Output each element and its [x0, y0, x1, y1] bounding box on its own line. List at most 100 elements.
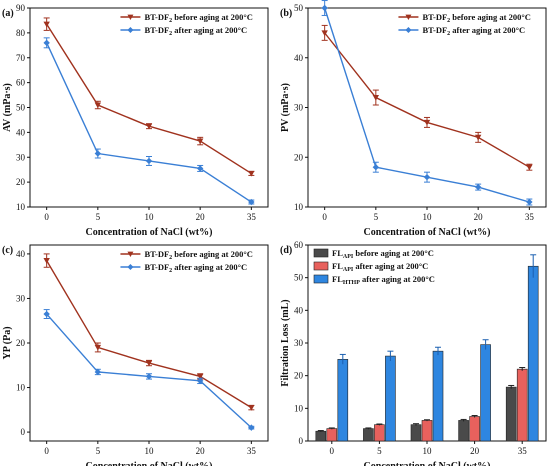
- bar: [432, 350, 444, 442]
- x-tick-label: 10: [145, 212, 155, 222]
- x-axis-label: Concentration of NaCl (wt%): [86, 461, 213, 466]
- x-tick-label: 20: [474, 212, 484, 222]
- y-tick-label: 80: [16, 28, 26, 38]
- data-point: [43, 310, 50, 318]
- x-tick-label: 0: [44, 446, 49, 456]
- x-tick-label: 20: [196, 446, 206, 456]
- bar: [469, 416, 480, 442]
- y-tick-label: 50: [16, 103, 26, 113]
- y-tick-label: 20: [16, 177, 26, 187]
- x-tick-label: 5: [377, 446, 382, 456]
- bar: [326, 428, 338, 442]
- data-series: [321, 24, 533, 171]
- bar: [363, 428, 374, 442]
- data-point: [248, 170, 255, 177]
- data-series: [43, 309, 255, 431]
- x-tick-label: 20: [470, 446, 480, 456]
- y-tick-label: 10: [294, 202, 304, 212]
- legend-label: BT-DF2 after aging at 200°C: [144, 25, 247, 37]
- series-line: [46, 23, 252, 175]
- y-tick-label: 40: [294, 305, 304, 315]
- y-tick-label: 20: [294, 371, 304, 381]
- data-point: [423, 173, 431, 181]
- data-point: [248, 424, 255, 431]
- data-series: [321, 0, 533, 206]
- data-point: [423, 119, 431, 126]
- data-series: [43, 37, 255, 206]
- series-line: [46, 260, 252, 409]
- legend-label: BT-DF2 before aging at 200°C: [422, 12, 530, 24]
- x-tick-label: 10: [145, 446, 155, 456]
- y-tick-label: 10: [16, 383, 26, 393]
- legend: BT-DF2 before aging at 200°CBT-DF2 after…: [120, 249, 253, 274]
- data-point: [196, 138, 204, 145]
- data-point: [94, 102, 102, 109]
- data-series: [326, 367, 528, 442]
- data-point: [526, 198, 533, 206]
- legend-swatch: [313, 261, 329, 271]
- y-tick-label: 60: [16, 78, 26, 88]
- y-tick-label: 0: [21, 427, 26, 437]
- y-axis-label: PV (mPa·s): [280, 83, 291, 132]
- y-tick-label: 10: [16, 202, 26, 212]
- y-tick-label: 40: [294, 53, 304, 63]
- y-axis-label: YP (Pa): [2, 326, 13, 359]
- legend-label: BT-DF2 before aging at 200°C: [144, 249, 252, 261]
- y-tick-label: 40: [16, 127, 26, 137]
- x-tick-label: 35: [525, 212, 535, 222]
- chart-panel: 10 20 30 40 50 0 5 10 20 35 Concentration of NaCl …: [280, 0, 547, 238]
- legend-swatch: [313, 248, 329, 258]
- x-tick-label: 0: [322, 212, 327, 222]
- bar: [516, 368, 528, 442]
- panel-label: (a): [2, 8, 14, 19]
- data-point: [127, 251, 134, 257]
- data-point: [321, 30, 328, 37]
- data-point: [196, 165, 204, 172]
- series-line: [324, 32, 530, 168]
- x-axis-label: Concentration of NaCl (wt%): [86, 227, 213, 238]
- y-tick-label: 50: [294, 273, 304, 283]
- data-series: [43, 253, 255, 411]
- bar: [315, 430, 327, 442]
- y-tick-label: 50: [294, 3, 304, 13]
- y-tick-label: 30: [16, 293, 26, 303]
- y-tick-label: 30: [294, 103, 304, 113]
- data-point: [94, 344, 102, 351]
- bar: [421, 420, 433, 442]
- x-tick-label: 35: [247, 212, 257, 222]
- data-point: [248, 405, 255, 411]
- data-point: [474, 183, 482, 191]
- panel-label: (b): [280, 8, 292, 19]
- legend-label: FLAPI before aging at 200°C: [332, 248, 434, 260]
- legend-label: BT-DF2 after aging at 200°C: [422, 25, 525, 37]
- data-point: [94, 150, 102, 157]
- y-tick-label: 20: [294, 152, 304, 162]
- bar: [410, 424, 422, 442]
- data-point: [196, 377, 204, 385]
- data-point: [94, 368, 102, 376]
- legend: BT-DF2 before aging at 200°CBT-DF2 after…: [398, 12, 531, 37]
- chart-panel: 0 10 20 30 40 50 60 0 5 10 20 35 Concentration of Na…: [280, 240, 547, 466]
- chart-panel: 0 10 20 30 40 0 5 10 20 35 Concentration of NaCl (…: [2, 244, 269, 466]
- legend-label: BT-DF2 after aging at 200°C: [144, 262, 247, 274]
- data-point: [43, 21, 50, 28]
- data-point: [248, 198, 255, 206]
- data-series: [337, 254, 539, 442]
- bar: [337, 359, 349, 442]
- y-axis-label: Filtration Loss (mL): [280, 299, 291, 386]
- x-tick-label: 5: [374, 212, 379, 222]
- y-tick-label: 10: [294, 403, 304, 413]
- data-point: [127, 264, 134, 270]
- x-tick-label: 0: [330, 446, 335, 456]
- panel-label: (c): [2, 245, 13, 256]
- x-axis-label: Concentration of NaCl (wt%): [364, 227, 491, 238]
- x-axis-label: Concentration of NaCl (wt%): [364, 461, 491, 466]
- x-tick-label: 0: [44, 212, 49, 222]
- y-tick-label: 70: [16, 53, 26, 63]
- data-point: [127, 27, 134, 33]
- data-point: [43, 258, 50, 264]
- data-point: [526, 164, 533, 171]
- panel-label: (d): [280, 245, 292, 256]
- series-line: [46, 313, 252, 429]
